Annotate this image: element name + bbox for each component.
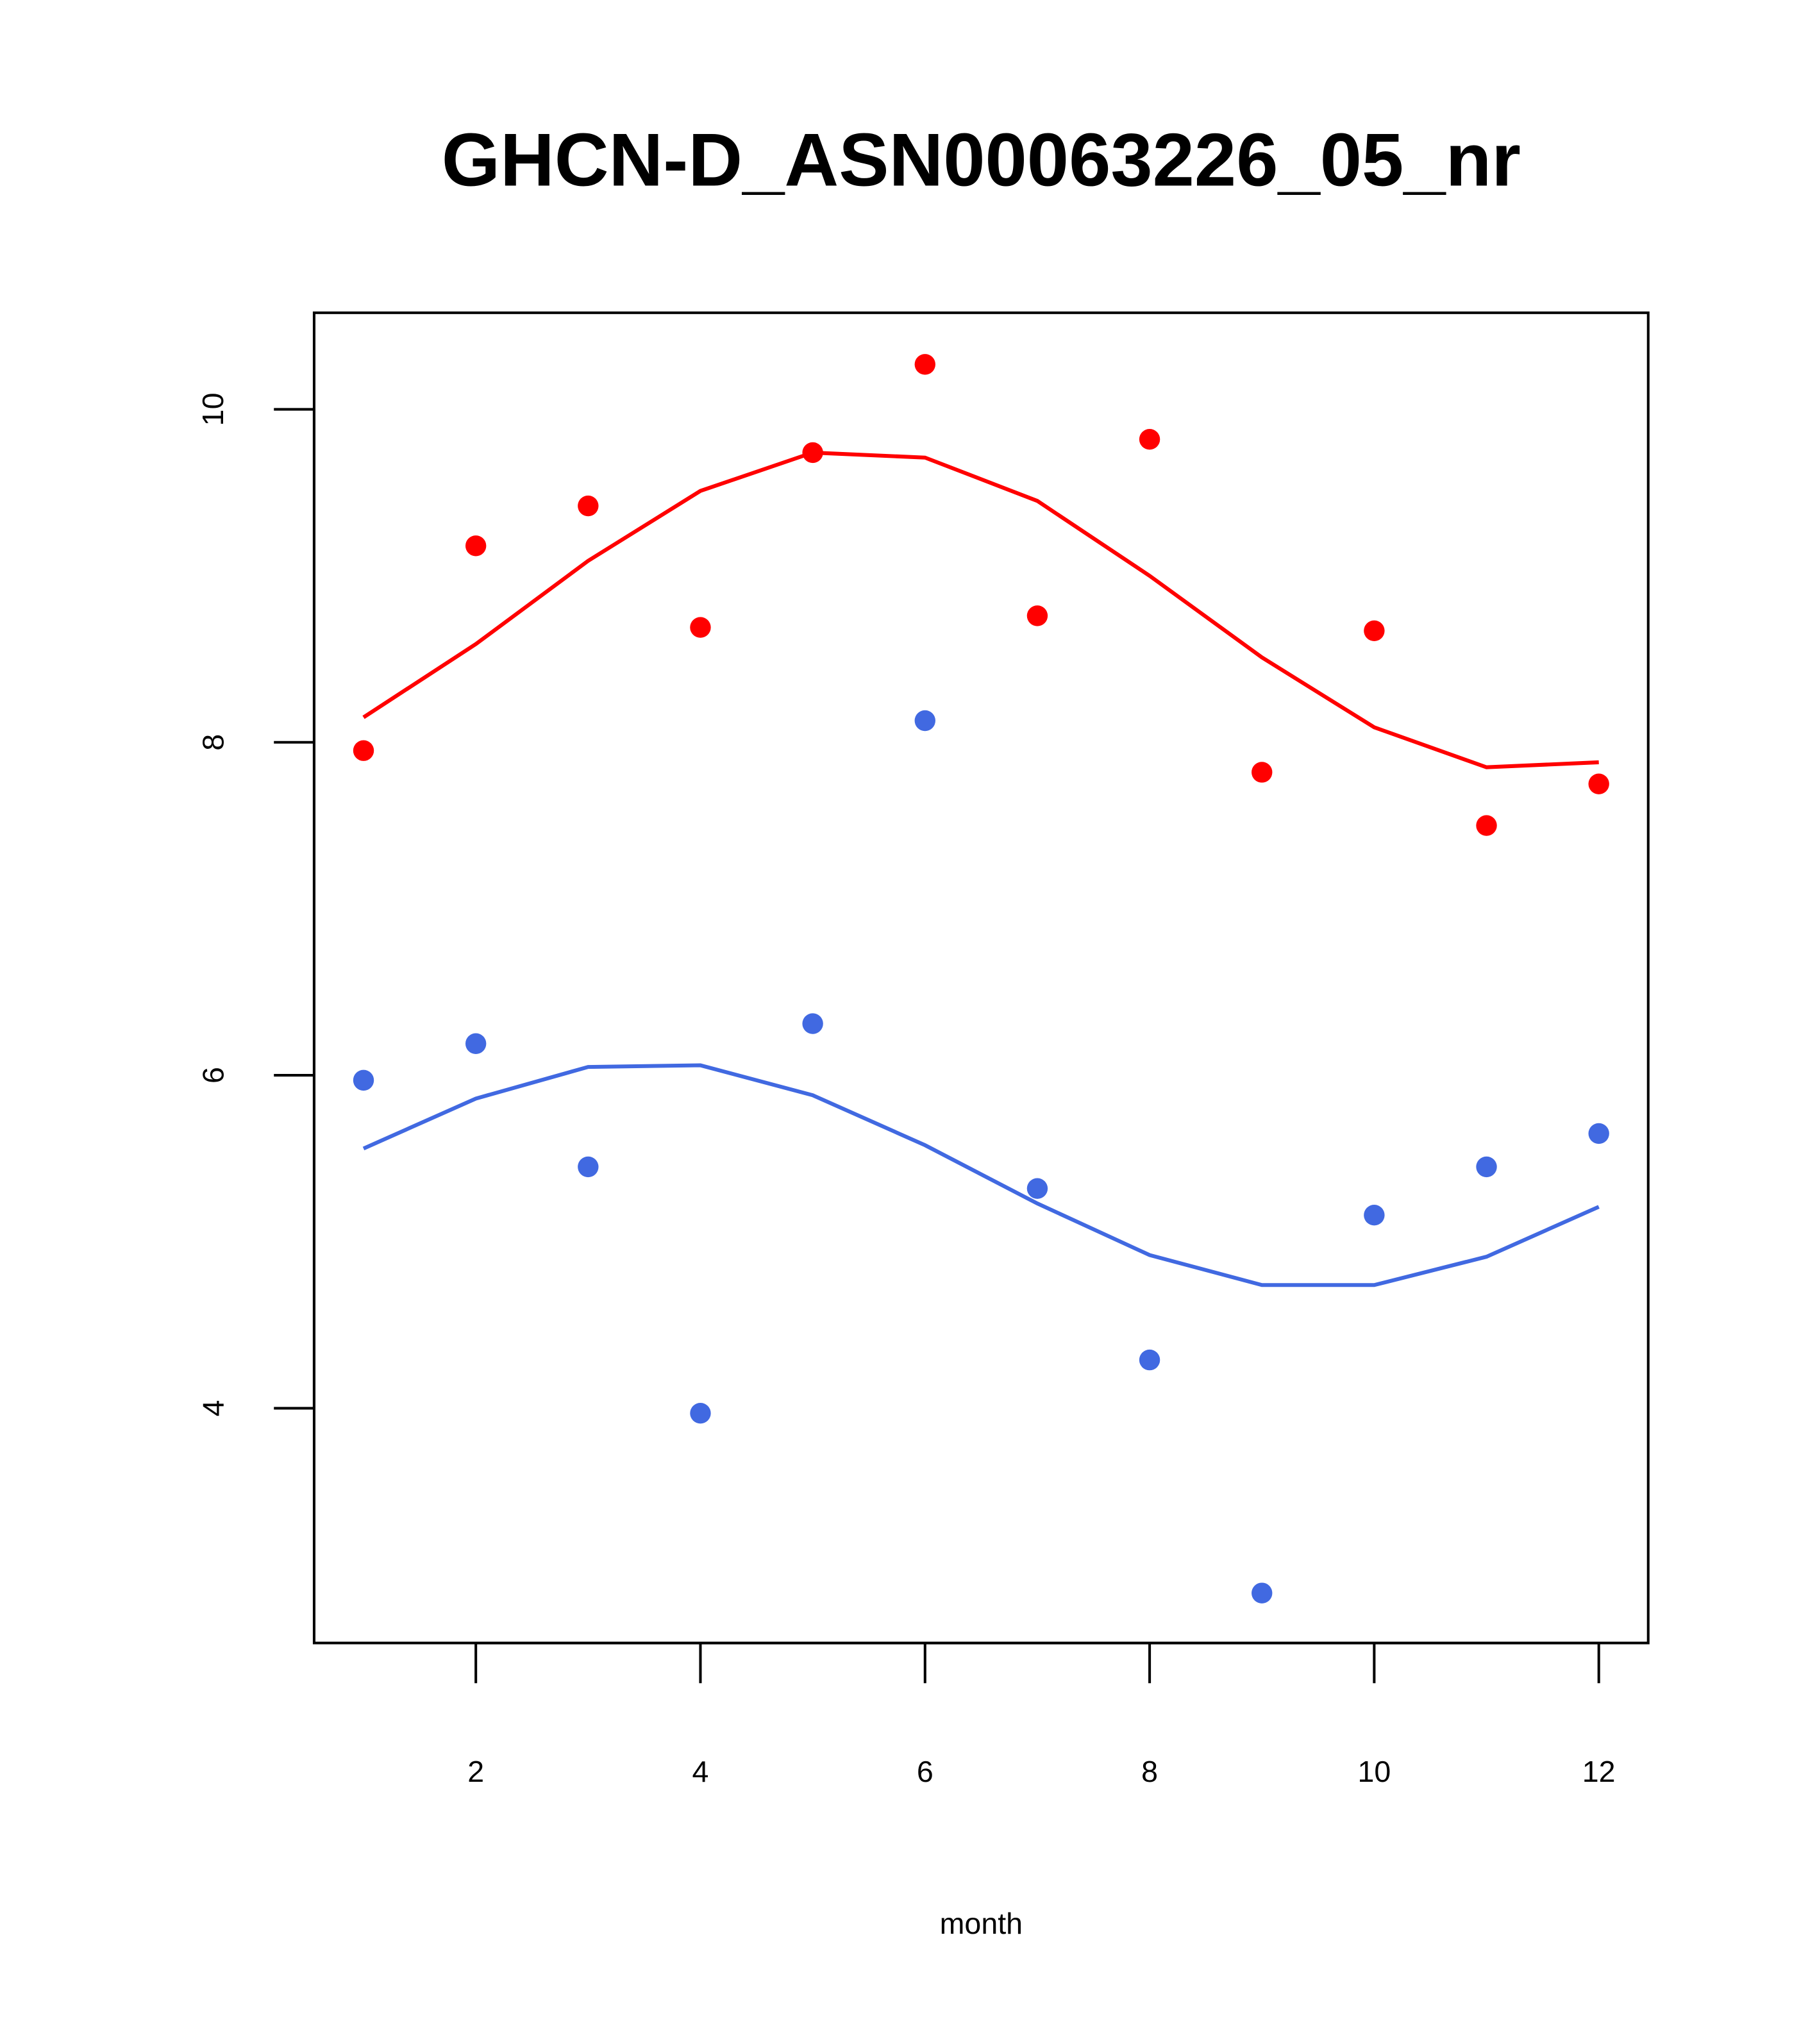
series-layer [353,354,1609,1604]
y-tick-label: 4 [196,1400,230,1416]
red-points-point [1139,428,1160,450]
chart-title: GHCN-D_ASN00063226_05_nr [442,117,1521,201]
red-smooth-line [362,450,1599,769]
y-tick-label: 8 [196,734,230,751]
blue-points-point [690,1403,711,1424]
x-tick-label: 8 [1141,1755,1158,1788]
x-axis-label: month [940,1907,1023,1940]
blue-points-point [914,710,935,732]
y-axis: 4 6 8 10 [196,393,315,1416]
red-points-point [1588,773,1609,794]
blue-points-point [1364,1205,1385,1226]
blue-points-point [1588,1123,1609,1144]
x-tick-label: 2 [467,1755,484,1788]
red-points-point [465,535,487,557]
y-tick-label: 10 [196,393,230,426]
y-tick-label: 6 [196,1067,230,1084]
x-axis: 2 4 6 8 10 12 [467,1641,1616,1788]
red-points-point [578,495,599,517]
blue-points-point [578,1156,599,1178]
blue-points-point [1252,1582,1273,1604]
x-tick-label: 6 [917,1755,934,1788]
red-points-point [690,617,711,638]
blue-points-point [1139,1349,1160,1371]
red-points-point [353,740,374,761]
blue-smooth-line [362,1063,1600,1287]
x-tick-label: 12 [1582,1755,1616,1788]
blue-points-point [353,1069,374,1091]
red-points-point [1252,762,1273,783]
blue-points-point [1476,1156,1497,1178]
x-tick-label: 10 [1357,1755,1391,1788]
blue-points-point [465,1033,487,1054]
plot-frame [312,311,1650,1645]
red-points-point [1026,605,1048,626]
x-tick-label: 4 [692,1755,709,1788]
red-points-point [1364,620,1385,641]
blue-points-point [1026,1178,1048,1199]
red-points-point [914,354,935,375]
blue-points-point [802,1013,823,1034]
red-points-point [1476,815,1497,836]
